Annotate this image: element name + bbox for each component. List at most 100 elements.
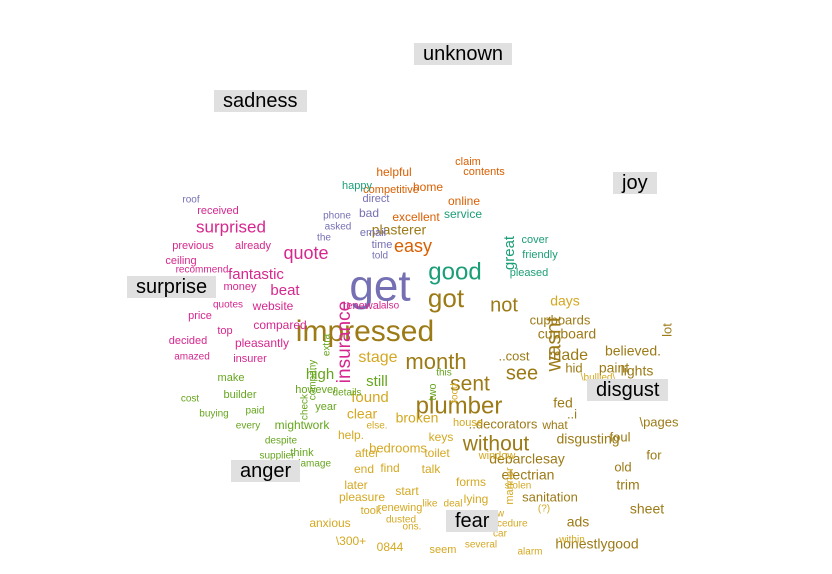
word-helpful: helpful	[376, 165, 411, 179]
word-damage: damage	[295, 459, 332, 470]
word-pages: \pages	[639, 414, 679, 429]
word-clear: clear	[347, 406, 378, 422]
word-cupboard: cupboard	[538, 326, 596, 342]
word-took: took	[361, 505, 382, 517]
word-wasnt: wasnt	[543, 316, 566, 372]
word-direct: direct	[363, 193, 390, 205]
word-mightwork: mightwork	[275, 418, 331, 432]
word-fed: fed	[553, 395, 572, 411]
word-pleasantly: pleasantly	[235, 336, 289, 350]
word-pleased: pleased	[510, 267, 549, 279]
word-lights: lights	[621, 363, 654, 379]
word-amazed: amazed	[174, 352, 210, 363]
word-made: made	[548, 347, 588, 364]
word-high: high	[306, 366, 334, 383]
word-renewal: renewal	[343, 300, 382, 312]
word-check: check	[300, 393, 311, 420]
word-paint: paint	[599, 360, 629, 376]
word-find: find	[380, 461, 399, 475]
category-label-unknown: unknown	[414, 43, 513, 65]
category-label-fear: fear	[446, 510, 499, 532]
word-found: found	[351, 389, 389, 406]
word-buying: buying	[199, 409, 228, 420]
word-days: days	[550, 293, 580, 309]
word-roof: roof	[182, 195, 199, 206]
word-without: without	[462, 433, 530, 456]
word-two: two	[427, 383, 439, 400]
word-hid: hid	[565, 360, 582, 375]
word-toilet: toilet	[424, 446, 450, 460]
word-: (?)	[538, 504, 550, 515]
word-what: what	[541, 418, 568, 432]
word-talk: talk	[422, 462, 442, 476]
word-cost: cost	[181, 394, 200, 405]
word-deal: deal	[444, 499, 463, 510]
word-get: get	[349, 262, 410, 311]
word-company: company	[308, 360, 319, 401]
word-make: make	[218, 372, 245, 384]
word-lying: lying	[464, 492, 489, 506]
word-despite: despite	[265, 436, 298, 447]
word-the: the	[317, 233, 331, 244]
word-cover: cover	[522, 234, 549, 246]
word-anxious: anxious	[309, 516, 350, 530]
word-later: later	[344, 478, 367, 492]
word-ads: ads	[567, 514, 590, 530]
category-label-sadness: sadness	[214, 90, 307, 112]
word-extra: extra	[322, 333, 333, 356]
word-competitive: competitive	[363, 184, 419, 196]
word-money: money	[223, 281, 257, 293]
word-alarm: alarm	[517, 547, 542, 558]
word-bedrooms: bedrooms	[369, 440, 427, 455]
word-broken: broken	[396, 410, 439, 426]
word-easy: easy	[394, 236, 432, 256]
word-also: also	[381, 301, 400, 312]
word-dusted: dusted	[386, 515, 416, 526]
word-recommend: recommend	[176, 265, 229, 276]
word-beat: beat	[270, 282, 300, 299]
word-home: home	[413, 180, 443, 194]
word-online: online	[448, 194, 480, 208]
word-told: told	[372, 251, 388, 262]
word-sheet: sheet	[630, 501, 664, 517]
word-decorators: ..decorators	[469, 416, 538, 431]
category-label-disgust: disgust	[587, 379, 669, 401]
word-after: after	[355, 446, 379, 460]
word-electrian: electrian	[502, 467, 555, 483]
word-pleasure: pleasure	[339, 490, 385, 504]
word-claim: claim	[455, 156, 481, 168]
word-0844: 0844	[377, 540, 404, 554]
word-believed: believed.	[605, 343, 661, 359]
word-year: year	[315, 401, 337, 413]
word-end: end	[354, 462, 374, 476]
word-email: email	[360, 227, 386, 239]
word-bad: bad	[359, 206, 379, 220]
word-however: however	[295, 384, 337, 396]
category-label-surprise: surprise	[127, 276, 217, 298]
word-already: already	[235, 240, 272, 252]
word-within: within	[558, 535, 585, 546]
word-contents: contents	[463, 166, 505, 178]
word-impressed: impressed	[296, 315, 434, 348]
word-quotes: quotes	[213, 300, 243, 311]
word-details: details	[333, 388, 362, 399]
word-300: \300+	[336, 534, 366, 548]
word-decided: decided	[169, 335, 208, 347]
word-received: received	[197, 205, 239, 217]
word-renewing: renewing	[378, 502, 423, 514]
word-food: food	[450, 383, 461, 402]
word-plasterer: .plasterer	[368, 222, 427, 238]
word-disgusting: disgusting	[556, 431, 619, 447]
word-compared: compared	[253, 318, 306, 332]
word-see: see	[506, 362, 538, 384]
word-start: start	[395, 484, 419, 498]
word-phone: phone	[323, 211, 351, 222]
word-window: window	[478, 450, 516, 462]
word-good: good	[428, 258, 481, 285]
word-paid: paid	[246, 406, 265, 417]
word-not: not	[490, 294, 518, 316]
word-quote: quote	[283, 243, 328, 263]
word-foul: foul	[610, 429, 631, 444]
word-asked: asked	[325, 222, 352, 233]
